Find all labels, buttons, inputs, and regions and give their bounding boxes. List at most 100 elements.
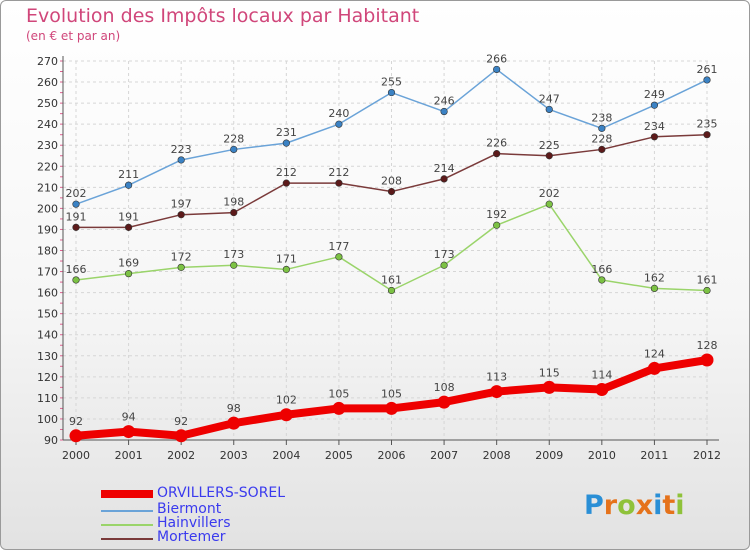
y-tick-label: 200 <box>37 202 58 215</box>
y-tick-label: 120 <box>37 371 58 384</box>
data-label: 108 <box>434 381 455 394</box>
data-label: 105 <box>328 387 349 400</box>
y-tick-label: 210 <box>37 181 58 194</box>
logo-letter: t <box>662 490 676 521</box>
data-label: 226 <box>486 137 507 150</box>
data-label: 211 <box>118 168 139 181</box>
data-point <box>440 107 448 116</box>
data-label: 128 <box>697 339 718 352</box>
logo-letter: o <box>617 490 636 521</box>
data-point <box>177 211 185 219</box>
data-point <box>650 133 659 141</box>
data-point <box>174 429 188 443</box>
data-point <box>69 429 83 443</box>
y-tick-label: 100 <box>37 413 58 426</box>
data-label: 172 <box>171 250 192 263</box>
y-tick-label: 160 <box>37 287 58 300</box>
data-label: 94 <box>122 411 136 424</box>
data-point <box>440 175 448 183</box>
y-tick-label: 260 <box>37 76 58 89</box>
data-label: 92 <box>174 415 188 428</box>
x-tick-label: 2012 <box>693 449 721 462</box>
data-point <box>703 76 711 84</box>
data-label: 173 <box>223 248 244 261</box>
data-point <box>335 253 343 261</box>
data-label: 266 <box>486 52 507 65</box>
data-point <box>493 221 501 229</box>
data-point <box>490 385 504 399</box>
data-point <box>122 425 136 439</box>
data-label: 115 <box>539 366 560 379</box>
data-label: 234 <box>644 120 665 133</box>
data-point <box>598 124 606 132</box>
data-label: 223 <box>171 143 192 156</box>
data-label: 191 <box>118 210 139 223</box>
data-label: 92 <box>69 415 83 428</box>
chart-title: Evolution des Impôts locaux par Habitant <box>26 5 420 27</box>
data-label: 173 <box>434 248 455 261</box>
data-point <box>282 265 290 274</box>
data-label: 240 <box>328 107 349 120</box>
legend-label: Hainvillers <box>157 515 231 531</box>
data-label: 171 <box>276 252 297 265</box>
data-label: 246 <box>434 95 455 108</box>
x-tick-label: 2003 <box>220 449 248 462</box>
data-point <box>385 401 398 415</box>
data-point <box>230 209 238 217</box>
x-tick-label: 2002 <box>167 449 195 462</box>
y-tick-label: 110 <box>37 392 58 405</box>
data-label: 166 <box>591 263 612 276</box>
data-label: 102 <box>276 394 297 407</box>
data-label: 235 <box>697 118 718 131</box>
data-label: 191 <box>66 210 87 223</box>
data-point <box>124 181 133 189</box>
data-point <box>650 284 659 293</box>
data-point <box>387 187 396 196</box>
data-point <box>332 401 346 415</box>
data-point <box>703 131 711 139</box>
data-point <box>124 223 133 231</box>
data-point <box>598 276 606 284</box>
data-label: 105 <box>381 387 402 400</box>
data-label: 113 <box>486 371 507 384</box>
x-tick-label: 2008 <box>483 449 511 462</box>
logo-letter: r <box>603 490 618 521</box>
data-point <box>437 395 451 409</box>
data-label: 255 <box>381 76 402 89</box>
proxiti-logo: Proxiti <box>584 490 685 521</box>
legend-swatch <box>101 490 153 498</box>
data-point <box>595 382 609 396</box>
data-point <box>72 223 80 231</box>
data-point <box>177 263 185 271</box>
data-label: 169 <box>118 257 139 270</box>
data-label: 214 <box>434 162 455 175</box>
x-tick-label: 2011 <box>640 449 668 462</box>
data-label: 161 <box>381 274 402 287</box>
data-label: 177 <box>328 240 349 253</box>
y-tick-label: 130 <box>37 350 58 363</box>
data-point <box>279 408 293 422</box>
x-tick-label: 2005 <box>325 449 353 462</box>
y-tick-label: 240 <box>37 118 58 131</box>
data-point <box>703 286 711 295</box>
data-label: 114 <box>591 368 612 381</box>
data-label: 161 <box>697 274 718 287</box>
data-point <box>647 361 661 375</box>
data-label: 162 <box>644 271 665 284</box>
data-label: 261 <box>697 63 718 76</box>
y-tick-label: 90 <box>44 434 58 447</box>
x-tick-label: 2006 <box>378 449 406 462</box>
data-label: 225 <box>539 139 560 152</box>
data-label: 202 <box>539 187 560 200</box>
data-point <box>335 120 343 128</box>
y-tick-label: 270 <box>37 55 58 68</box>
data-point <box>335 179 343 187</box>
data-label: 98 <box>227 402 241 415</box>
data-label: 238 <box>591 111 612 124</box>
logo-letter: i <box>653 490 663 521</box>
y-tick-label: 190 <box>37 223 58 236</box>
data-point <box>230 145 238 154</box>
data-point <box>493 65 501 74</box>
data-point <box>282 179 290 187</box>
